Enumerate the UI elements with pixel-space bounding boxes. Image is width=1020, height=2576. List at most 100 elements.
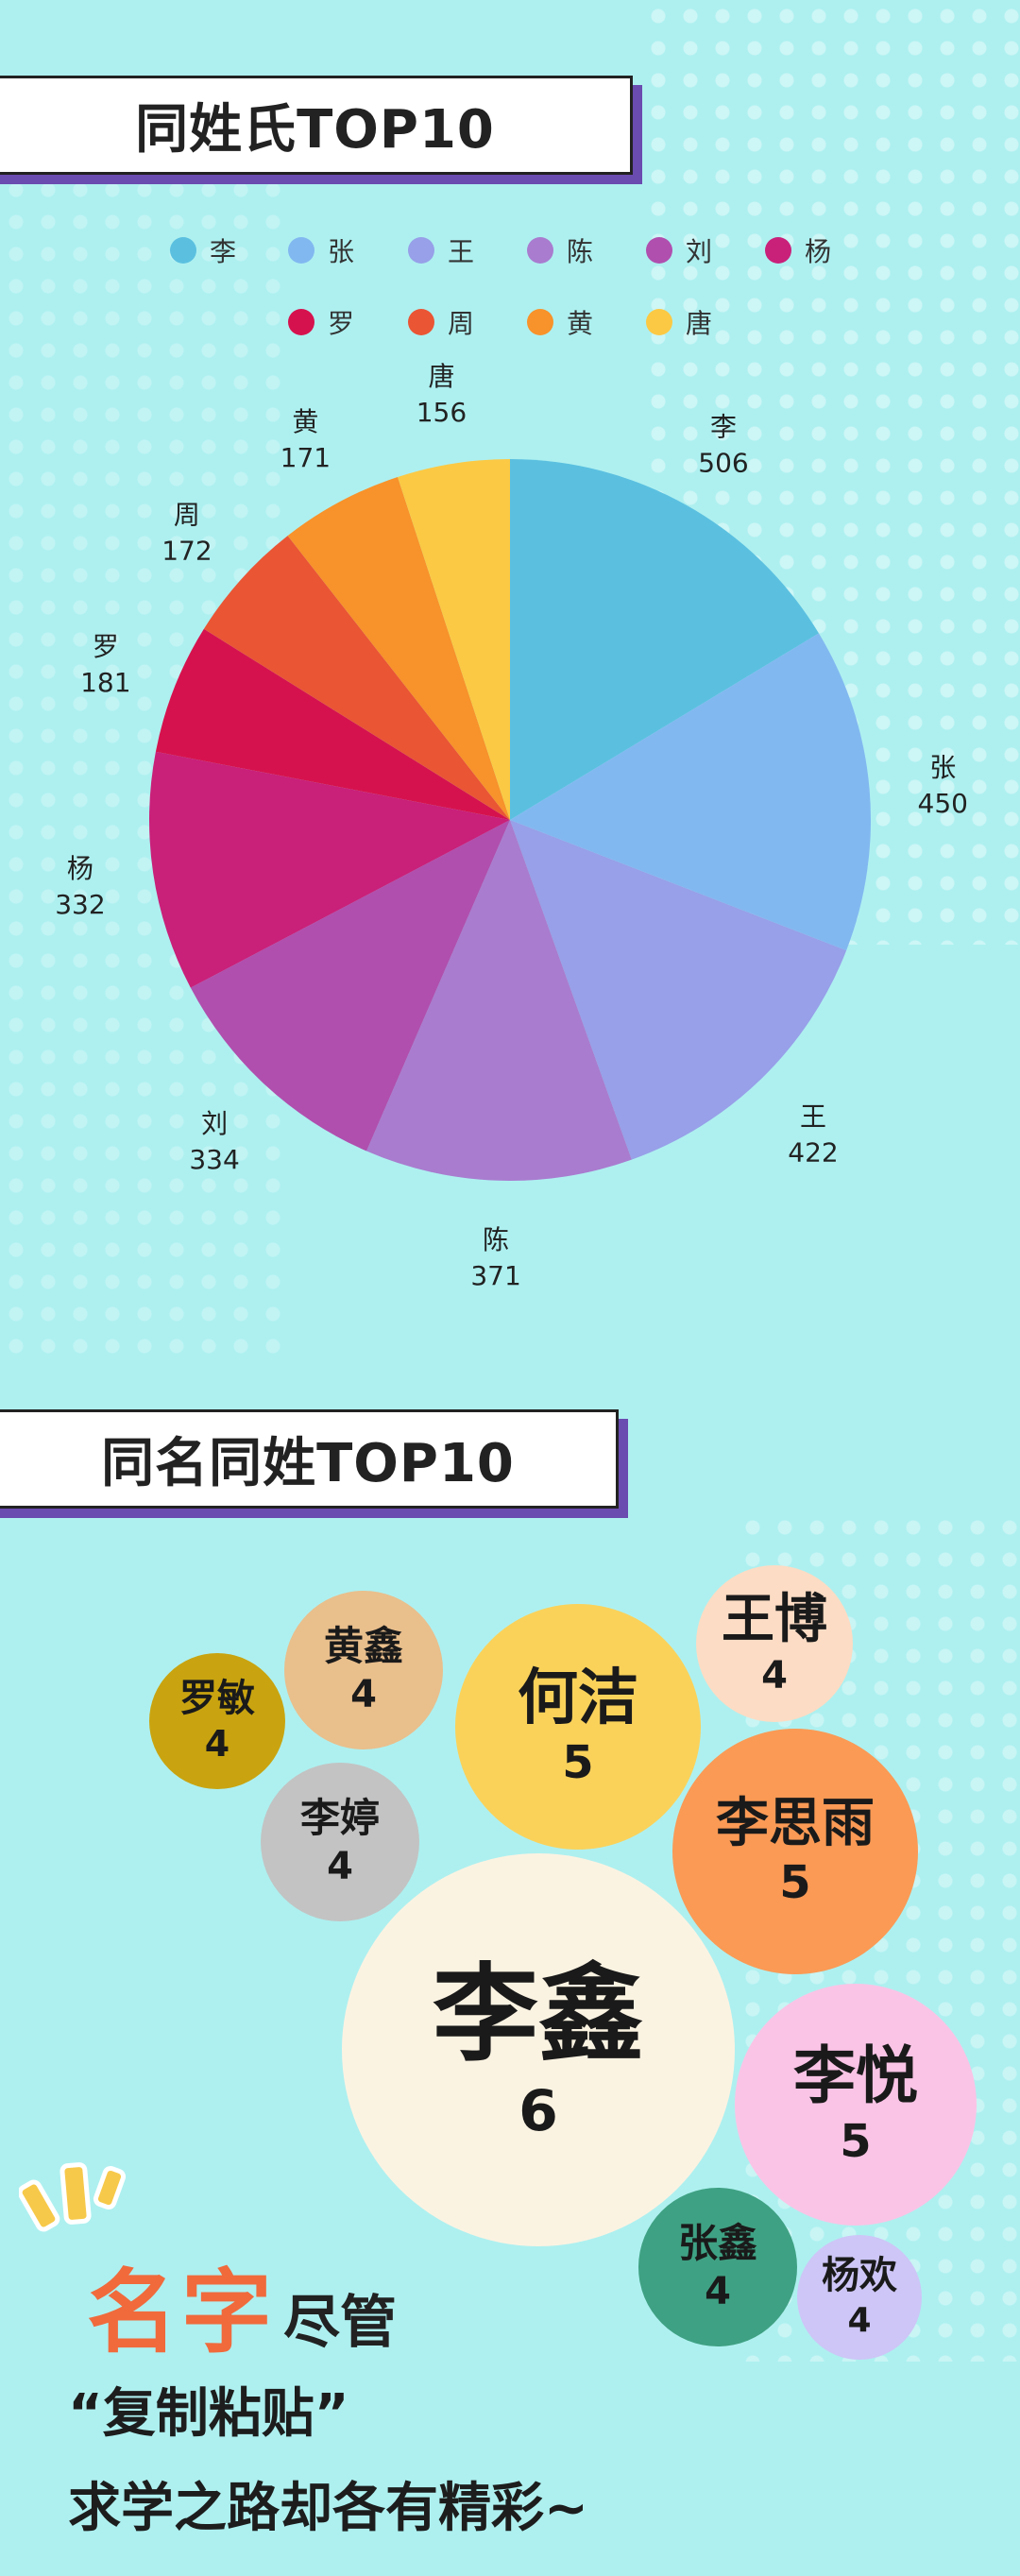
bubble-count: 6 xyxy=(518,2077,558,2144)
pie-label-name: 唐 xyxy=(428,361,454,392)
bubble-count: 4 xyxy=(350,1673,377,1717)
pie-slice xyxy=(203,536,510,820)
pie-slice xyxy=(510,459,819,820)
name-bubble: 李婷 4 xyxy=(261,1763,419,1921)
legend-swatch xyxy=(765,237,791,264)
pie-label-value: 181 xyxy=(80,667,130,698)
section-title: 同名同姓TOP10 xyxy=(0,1409,619,1509)
legend-label: 周 xyxy=(448,308,475,339)
legend-label: 张 xyxy=(328,236,355,267)
legend-label: 李 xyxy=(210,236,237,267)
legend-swatch xyxy=(408,309,434,335)
section-header-surnames: 同姓氏TOP10 xyxy=(0,76,642,184)
bubble-count: 4 xyxy=(204,1723,230,1766)
legend-swatch xyxy=(408,237,434,264)
pie-label-value: 506 xyxy=(698,447,748,478)
pie-slice xyxy=(398,459,510,820)
bubble-count: 5 xyxy=(840,2114,872,2168)
name-bubble: 李悦 5 xyxy=(735,1984,977,2226)
legend-item: 罗 xyxy=(288,303,354,341)
legend-swatch xyxy=(170,237,196,264)
legend-label: 罗 xyxy=(328,308,355,339)
pie-label-name: 黄 xyxy=(292,406,318,437)
pie-label-name: 陈 xyxy=(483,1224,509,1255)
pie-label-name: 刘 xyxy=(201,1108,228,1139)
legend-item: 周 xyxy=(408,303,474,341)
bubble-name: 李思雨 xyxy=(716,1792,875,1854)
legend-swatch xyxy=(646,309,672,335)
pie-label-value: 450 xyxy=(918,788,968,819)
legend-item: 刘 xyxy=(646,231,712,269)
name-bubble: 黄鑫 4 xyxy=(284,1591,443,1749)
section-title: 同姓氏TOP10 xyxy=(0,76,633,175)
name-bubble: 李鑫 6 xyxy=(342,1853,735,2246)
name-bubble: 李思雨 5 xyxy=(672,1729,918,1974)
legend-label: 黄 xyxy=(567,308,594,339)
bubble-count: 4 xyxy=(327,1845,353,1889)
pie-label-value: 332 xyxy=(55,889,105,920)
bubble-name: 王博 xyxy=(722,1589,827,1651)
legend-label: 唐 xyxy=(686,308,713,339)
bubble-count: 5 xyxy=(779,1856,811,1910)
pie-label-name: 王 xyxy=(800,1100,826,1132)
name-bubble: 王博 4 xyxy=(696,1565,853,1722)
legend-label: 刘 xyxy=(686,236,713,267)
legend-label: 陈 xyxy=(567,236,594,267)
pie-label-name: 周 xyxy=(174,499,200,530)
name-bubble: 张鑫 4 xyxy=(638,2188,797,2346)
legend-item: 唐 xyxy=(646,303,712,341)
legend-label: 王 xyxy=(448,236,475,267)
legend-item: 王 xyxy=(408,231,474,269)
legend-label: 杨 xyxy=(805,236,832,267)
footer-jinguan: 尽管 xyxy=(283,2290,397,2356)
name-bubble: 杨欢 4 xyxy=(797,2235,922,2360)
legend-swatch xyxy=(288,309,314,335)
bubble-name: 李悦 xyxy=(793,2039,918,2113)
name-bubble: 罗敏 4 xyxy=(149,1653,285,1789)
pie-slice xyxy=(149,751,510,988)
legend-item: 陈 xyxy=(527,231,593,269)
bubble-name: 黄鑫 xyxy=(323,1622,403,1669)
footer-highlight: 名字 xyxy=(87,2260,276,2365)
legend-item: 李 xyxy=(170,231,236,269)
bubble-name: 李婷 xyxy=(299,1794,380,1841)
legend-swatch xyxy=(527,237,553,264)
legend-swatch xyxy=(527,309,553,335)
pie-label-value: 172 xyxy=(162,535,212,566)
legend-swatch xyxy=(288,237,314,264)
surname-pie-chart: 李 506 张 450 王 422 陈 371 刘 334 杨 332 罗 181 周 172 黄 171 唐 156 xyxy=(55,361,968,1291)
pie-label-value: 334 xyxy=(189,1144,239,1175)
legend-item: 杨 xyxy=(765,231,831,269)
footer-slogan: 名字 尽管 “复制粘贴” 求学之路却各有精彩~ xyxy=(0,2097,1020,2576)
bubble-name: 李鑫 xyxy=(433,1953,644,2077)
pie-label-value: 422 xyxy=(788,1136,838,1168)
footer-line-2: 求学之路却各有精彩~ xyxy=(68,2478,588,2539)
pie-slice xyxy=(287,476,510,820)
pie-label-name: 李 xyxy=(710,411,737,442)
section-header-fullnames: 同名同姓TOP10 xyxy=(0,1409,628,1518)
pie-slice xyxy=(366,820,632,1181)
legend-item: 黄 xyxy=(527,303,593,341)
pie-slice xyxy=(510,633,872,951)
bubble-name: 张鑫 xyxy=(677,2219,757,2266)
bubble-count: 5 xyxy=(562,1735,594,1789)
name-bubble: 何洁 5 xyxy=(455,1604,701,1850)
pie-slice xyxy=(510,820,847,1160)
footer-line-1: “复制粘贴” xyxy=(68,2383,349,2445)
bubble-count: 4 xyxy=(761,1653,788,1697)
sparkle-icon xyxy=(19,2162,127,2232)
pie-label-name: 张 xyxy=(929,752,956,783)
pie-slice xyxy=(155,628,510,820)
bubble-count: 4 xyxy=(705,2270,731,2314)
legend-item: 张 xyxy=(288,231,354,269)
pie-label-value: 371 xyxy=(470,1260,520,1291)
bubble-name: 何洁 xyxy=(518,1663,638,1734)
pie-label-name: 杨 xyxy=(67,853,94,884)
pie-label-value: 171 xyxy=(280,442,331,473)
bubble-count: 4 xyxy=(847,2301,872,2341)
pie-label-name: 罗 xyxy=(93,631,119,662)
bubble-name: 罗敏 xyxy=(179,1677,255,1721)
bubble-name: 杨欢 xyxy=(822,2254,897,2298)
legend-swatch xyxy=(646,237,672,264)
pie-slice xyxy=(190,820,511,1152)
